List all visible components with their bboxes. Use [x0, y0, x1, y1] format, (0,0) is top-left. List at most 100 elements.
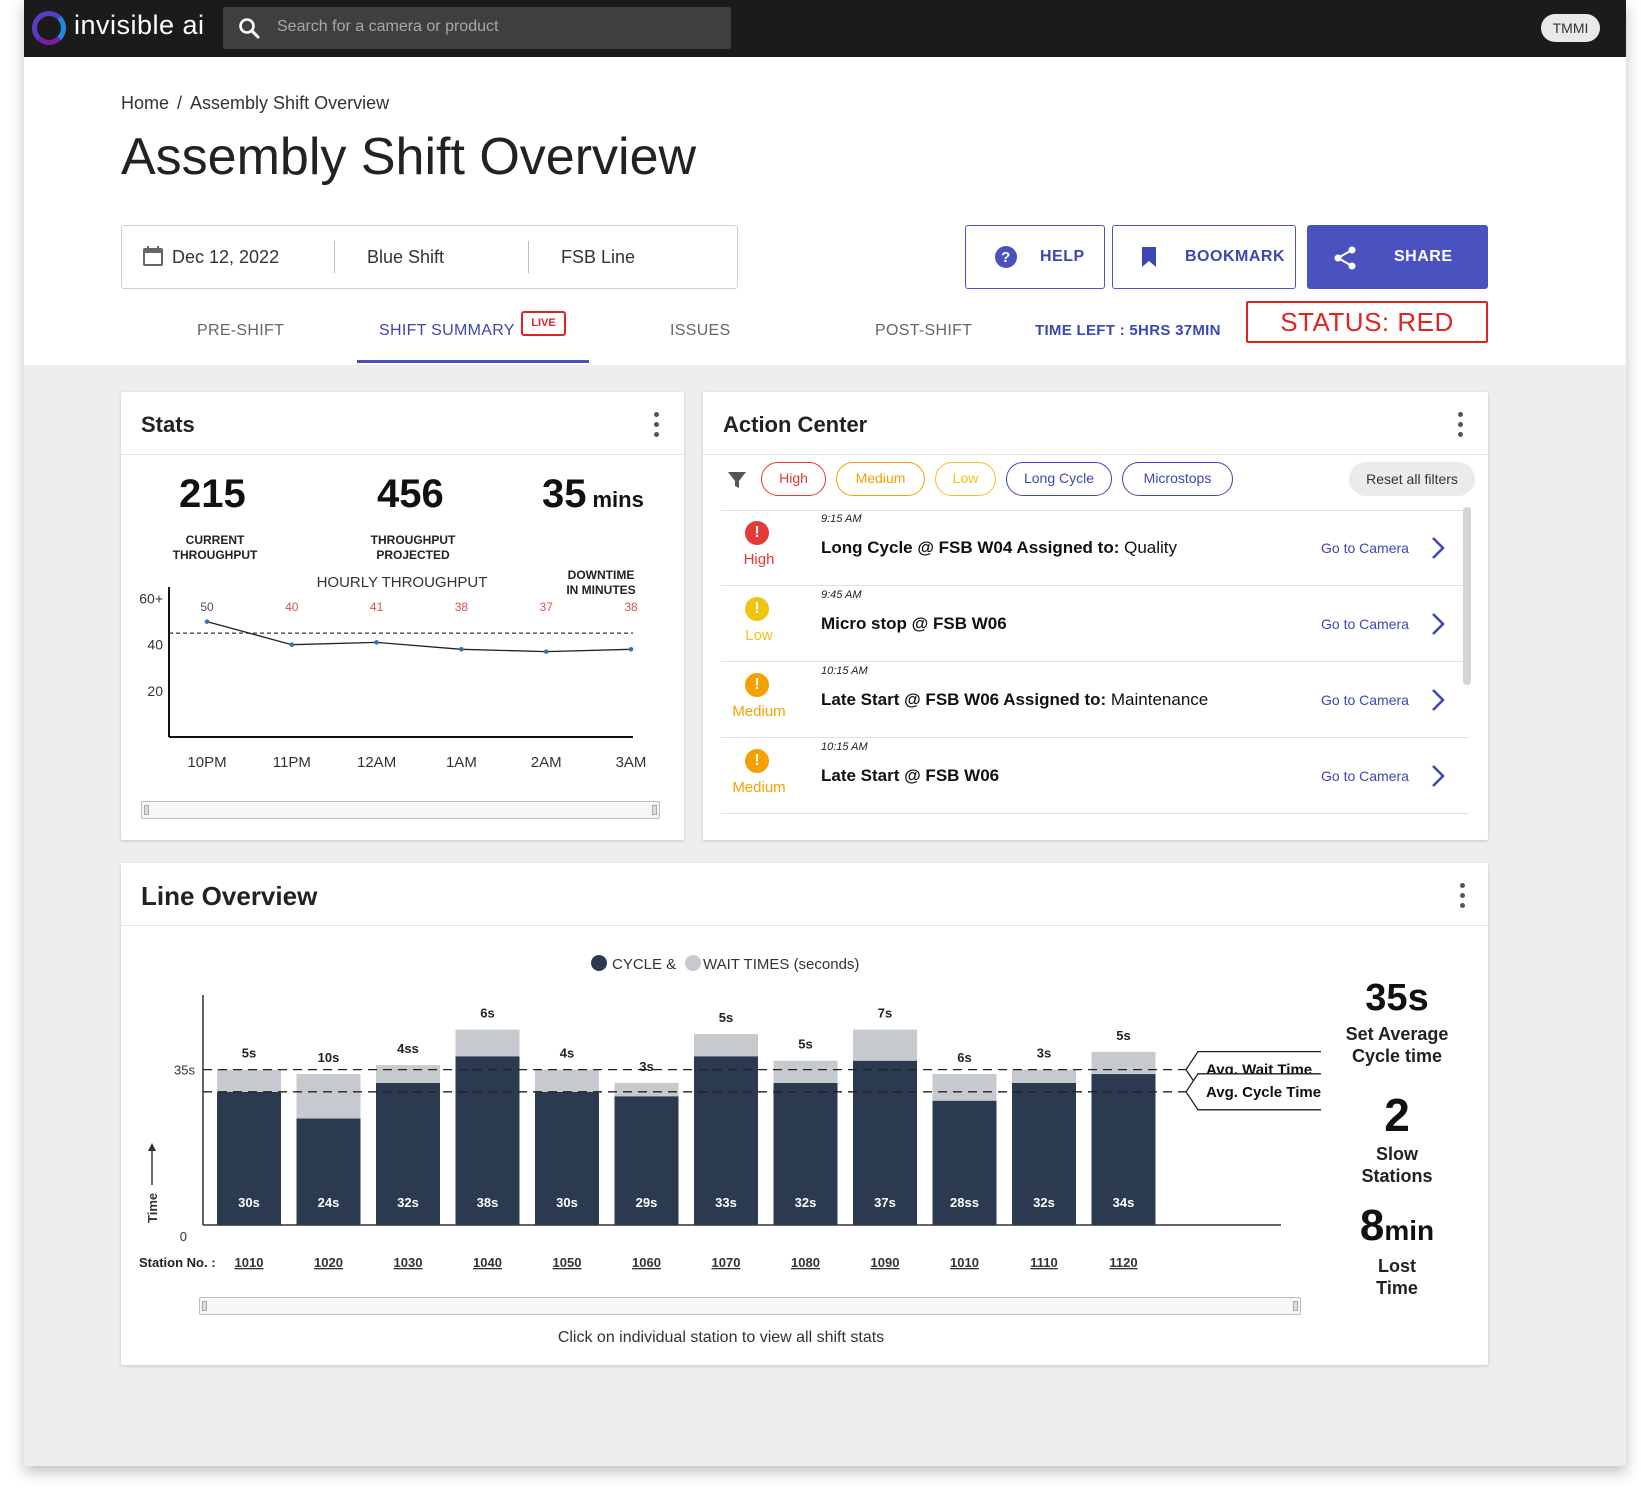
- station-link[interactable]: 1020: [314, 1255, 343, 1270]
- station-link[interactable]: 1090: [871, 1255, 900, 1270]
- downtime-label: DOWNTIME IN MINUTES: [541, 568, 661, 598]
- action-item[interactable]: ! Low 9:45 AM Micro stop @ FSB W06 Go to…: [721, 587, 1469, 662]
- time-left: TIME LEFT : 5HRS 37MIN: [1035, 322, 1221, 339]
- station-link[interactable]: 1070: [712, 1255, 741, 1270]
- y-tick-label: 20: [147, 683, 163, 699]
- wait-bar: [376, 1065, 440, 1083]
- breadcrumb-home[interactable]: Home: [121, 93, 170, 113]
- station-link[interactable]: 1120: [1109, 1255, 1137, 1270]
- filter-chip-long-cycle[interactable]: Long Cycle: [1006, 462, 1112, 496]
- selector-divider: [334, 241, 335, 273]
- action-item[interactable]: ! Medium 10:15 AM Late Start @ FSB W06 A…: [721, 663, 1469, 738]
- wait-value-label: 5s: [242, 1046, 256, 1061]
- cycle-value-label: 32s: [1033, 1195, 1055, 1210]
- severity-label: Low: [745, 627, 773, 644]
- low-alert-icon: !: [745, 597, 769, 621]
- app-window: invisible ai Search for a camera or prod…: [24, 0, 1626, 1466]
- top-bar: invisible ai Search for a camera or prod…: [24, 0, 1626, 57]
- action-center-menu-icon[interactable]: [1458, 412, 1464, 438]
- tab-issues[interactable]: ISSUES: [670, 322, 731, 339]
- search-input[interactable]: Search for a camera or product: [277, 18, 499, 35]
- medium-alert-icon: !: [745, 673, 769, 697]
- station-link[interactable]: 1060: [632, 1255, 661, 1270]
- data-label: 50: [200, 600, 214, 614]
- line-dropdown[interactable]: FSB Line: [561, 247, 636, 267]
- live-badge: LIVE: [521, 311, 566, 336]
- station-link[interactable]: 1010: [950, 1255, 979, 1270]
- action-item[interactable]: ! High 9:15 AM Long Cycle @ FSB W04 Assi…: [721, 511, 1469, 586]
- stats-card: Stats 215 CURRENT THROUGHPUT 456 THROUGH…: [121, 392, 684, 840]
- filter-chip-microstops[interactable]: Microstops: [1122, 462, 1233, 496]
- reset-filters-button[interactable]: Reset all filters: [1349, 462, 1475, 496]
- action-description: Long Cycle @ FSB W04 Assigned to: Qualit…: [821, 538, 1177, 558]
- station-link[interactable]: 1040: [473, 1255, 502, 1270]
- legend-cycle-swatch: [591, 955, 607, 971]
- go-to-camera-link[interactable]: Go to Camera: [1321, 540, 1409, 556]
- filter-chip-medium[interactable]: Medium: [836, 462, 925, 496]
- stats-menu-icon[interactable]: [654, 412, 660, 438]
- wait-value-label: 3s: [1037, 1046, 1051, 1061]
- label-line: Set Average: [1345, 1024, 1449, 1044]
- station-link[interactable]: 1080: [791, 1255, 820, 1270]
- brand-name: invisible ai: [74, 10, 205, 40]
- data-label: 40: [285, 600, 299, 614]
- stats-chart-scrollbar[interactable]: [141, 801, 660, 819]
- data-point: [459, 647, 464, 652]
- slow-stations-value: 2: [1384, 1089, 1410, 1141]
- x-axis-label: Station No. :: [139, 1255, 216, 1270]
- wait-bar: [1012, 1069, 1076, 1083]
- station-link[interactable]: 1010: [235, 1255, 264, 1270]
- station-link[interactable]: 1050: [553, 1255, 582, 1270]
- go-to-camera-link[interactable]: Go to Camera: [1321, 768, 1409, 784]
- label-line: Lost: [1378, 1256, 1416, 1276]
- cycle-bar: [217, 1091, 281, 1225]
- projected-throughput-label: THROUGHPUT PROJECTED: [343, 533, 483, 563]
- tab-post-shift[interactable]: POST-SHIFT: [875, 322, 973, 339]
- tab-shift-summary[interactable]: SHIFT SUMMARY: [379, 322, 515, 339]
- data-label: 38: [624, 600, 638, 614]
- search-bar[interactable]: Search for a camera or product: [223, 7, 731, 49]
- filter-chip-low[interactable]: Low: [935, 462, 996, 496]
- severity-label: Medium: [732, 703, 786, 720]
- slow-stations-label: Slow Stations: [1307, 1143, 1487, 1187]
- tab-pre-shift[interactable]: PRE-SHIFT: [197, 322, 285, 339]
- share-button[interactable]: SHARE: [1307, 225, 1488, 289]
- chevron-right-icon[interactable]: [1429, 687, 1447, 713]
- page-title: Assembly Shift Overview: [121, 128, 697, 186]
- filter-icon[interactable]: [727, 470, 747, 490]
- x-tick-label: 11PM: [273, 754, 311, 771]
- action-list-scrollbar[interactable]: [1463, 507, 1471, 685]
- chevron-right-icon[interactable]: [1429, 611, 1447, 637]
- chevron-right-icon[interactable]: [1429, 763, 1447, 789]
- shift-selector[interactable]: Dec 12, 2022 Blue Shift FSB Line: [121, 225, 738, 289]
- y-tick-label: 0: [180, 1229, 187, 1244]
- filter-chip-high[interactable]: High: [761, 462, 826, 496]
- label-line: THROUGHPUT: [370, 533, 456, 547]
- legend-cycle-label: CYCLE &: [612, 956, 676, 973]
- stats-title: Stats: [141, 412, 195, 437]
- user-account-button[interactable]: TMMI: [1541, 14, 1600, 42]
- cycle-value-label: 38s: [477, 1195, 499, 1210]
- go-to-camera-link[interactable]: Go to Camera: [1321, 616, 1409, 632]
- action-time: 9:45 AM: [821, 589, 862, 601]
- cycle-value-label: 32s: [795, 1195, 817, 1210]
- line-overview-menu-icon[interactable]: [1460, 883, 1466, 909]
- svg-text:?: ?: [1001, 249, 1011, 266]
- chevron-right-icon[interactable]: [1429, 535, 1447, 561]
- line-chart-scrollbar[interactable]: [199, 1297, 1301, 1315]
- action-title: Long Cycle @ FSB W04 Assigned to:: [821, 538, 1120, 557]
- station-link[interactable]: 1110: [1030, 1255, 1058, 1270]
- chart-hint: Click on individual station to view all …: [557, 1329, 885, 1346]
- date-selector[interactable]: Dec 12, 2022: [172, 247, 280, 267]
- action-description: Late Start @ FSB W06 Assigned to: Mainte…: [821, 690, 1208, 710]
- bookmark-button[interactable]: BOOKMARK: [1112, 225, 1296, 289]
- help-button[interactable]: ? HELP: [965, 225, 1105, 289]
- shift-dropdown[interactable]: Blue Shift: [367, 247, 445, 267]
- x-tick-label: 12AM: [357, 754, 396, 771]
- station-link[interactable]: 1030: [394, 1255, 423, 1270]
- action-assignee: Quality: [1119, 538, 1178, 557]
- go-to-camera-link[interactable]: Go to Camera: [1321, 692, 1409, 708]
- hourly-throughput-chart: HOURLY THROUGHPUT 60+ 40 20 50 10PM 40 11PM 41 12…: [139, 577, 646, 771]
- status-badge: STATUS: RED: [1246, 301, 1488, 343]
- action-item[interactable]: ! Medium 10:15 AM Late Start @ FSB W06 G…: [721, 739, 1469, 814]
